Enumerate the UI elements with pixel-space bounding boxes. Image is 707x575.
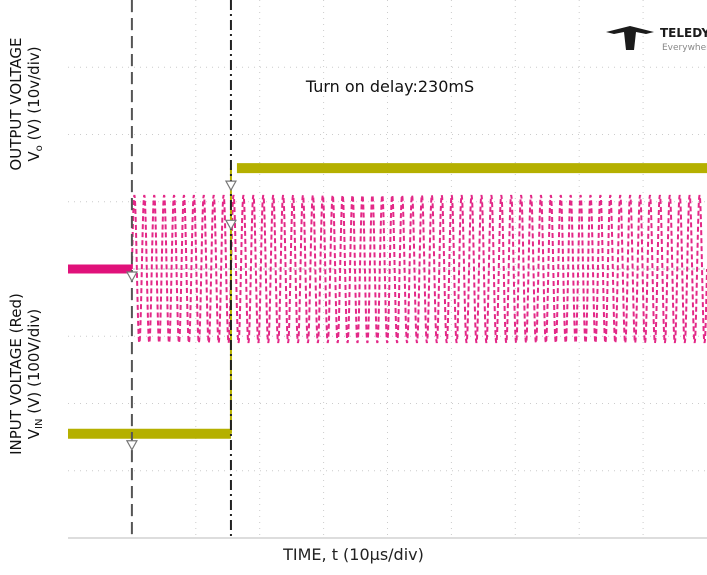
output-ylabel-units: (V) (10v/div) [25, 46, 43, 146]
logo-mark-icon [606, 26, 654, 50]
output-voltage-ylabel: OUTPUT VOLTAGE Vo (V) (10v/div) [7, 0, 45, 214]
input-ylabel-units: (V) (100V/div) [25, 308, 43, 419]
output-ylabel-sub: o [34, 145, 45, 152]
logo-text: TELEDYNE [660, 26, 707, 40]
output-ylabel-v: V [25, 151, 43, 162]
input-ylabel-line1: INPUT VOLTAGE (Red) [7, 293, 25, 455]
input-ylabel-line2: VIN (V) (100V/div) [25, 259, 45, 489]
output-ylabel-line1: OUTPUT VOLTAGE [7, 37, 25, 171]
input-voltage-ylabel: INPUT VOLTAGE (Red) VIN (V) (100V/div) [7, 259, 45, 489]
output-ylabel-line2: Vo (V) (10v/div) [25, 0, 45, 214]
delay-annotation: Turn on delay:230mS [305, 77, 474, 96]
output-low-cursor-marker-icon [125, 440, 138, 451]
logo-subtext: Everywhere [662, 43, 707, 53]
teledyne-logo: TELEDYNE Everywhere [606, 26, 707, 53]
output-high-cursor-marker-icon [224, 180, 237, 192]
input-peak-cursor-marker-icon [224, 219, 237, 231]
input-ylabel-v: V [25, 428, 43, 440]
input-cursor-marker-icon [125, 271, 138, 283]
grid [68, 0, 707, 538]
cursor-markers [125, 0, 237, 538]
input-ylabel-sub: IN [34, 418, 45, 429]
x-axis-label: TIME, t (10µs/div) [283, 545, 424, 564]
